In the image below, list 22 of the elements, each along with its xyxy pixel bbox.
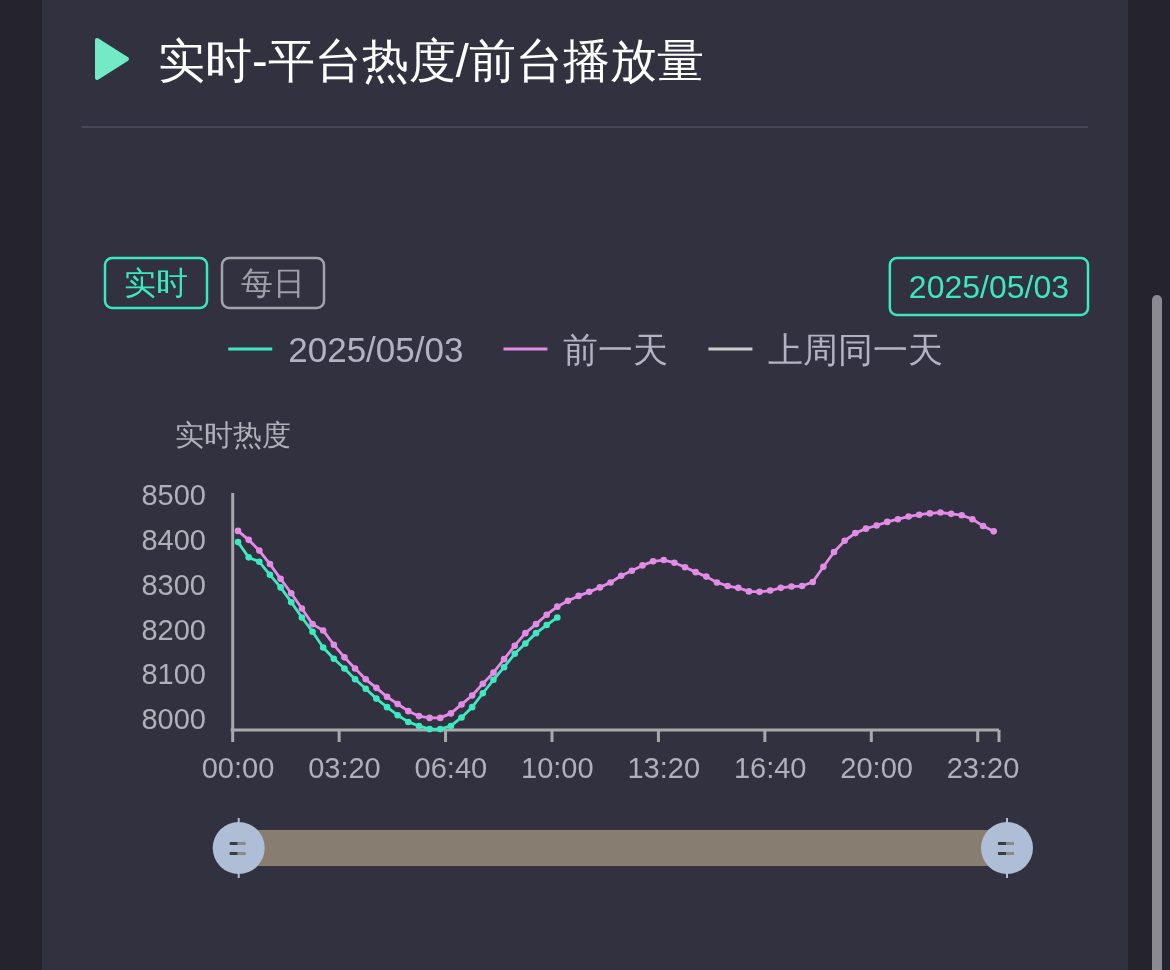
x-tick-label: 00:00 (201, 752, 275, 784)
y-axis-title: 实时热度 (174, 419, 291, 451)
y-tick-label: 8200 (141, 613, 206, 646)
y-tick-label: 8100 (141, 658, 206, 691)
y-tick-label: 8300 (141, 568, 206, 601)
x-tick-label: 06:40 (414, 752, 488, 784)
x-tick-label: 16:40 (733, 752, 807, 784)
y-tick-label: 8000 (141, 703, 206, 736)
x-tick-label: 10:00 (521, 752, 594, 784)
x-tick-label: 13:20 (627, 752, 701, 784)
chart-title: 实时-平台热度/前台播放量 (158, 33, 704, 87)
legend-label: 前一天 (563, 329, 669, 369)
x-tick-label: 23:20 (946, 752, 1020, 784)
y-tick-label: 8500 (141, 479, 206, 511)
legend-label: 上周同一天 (768, 329, 944, 369)
annotation: 每日 (220, 256, 326, 310)
x-tick-label: 03:20 (308, 752, 381, 784)
annotation: 实时 (103, 256, 209, 310)
y-tick-label: 8400 (141, 523, 206, 556)
annotation: 2025/05/03 (888, 256, 1090, 317)
legend-label: 2025/05/03 (288, 329, 464, 369)
x-tick-label: 20:00 (840, 752, 913, 784)
